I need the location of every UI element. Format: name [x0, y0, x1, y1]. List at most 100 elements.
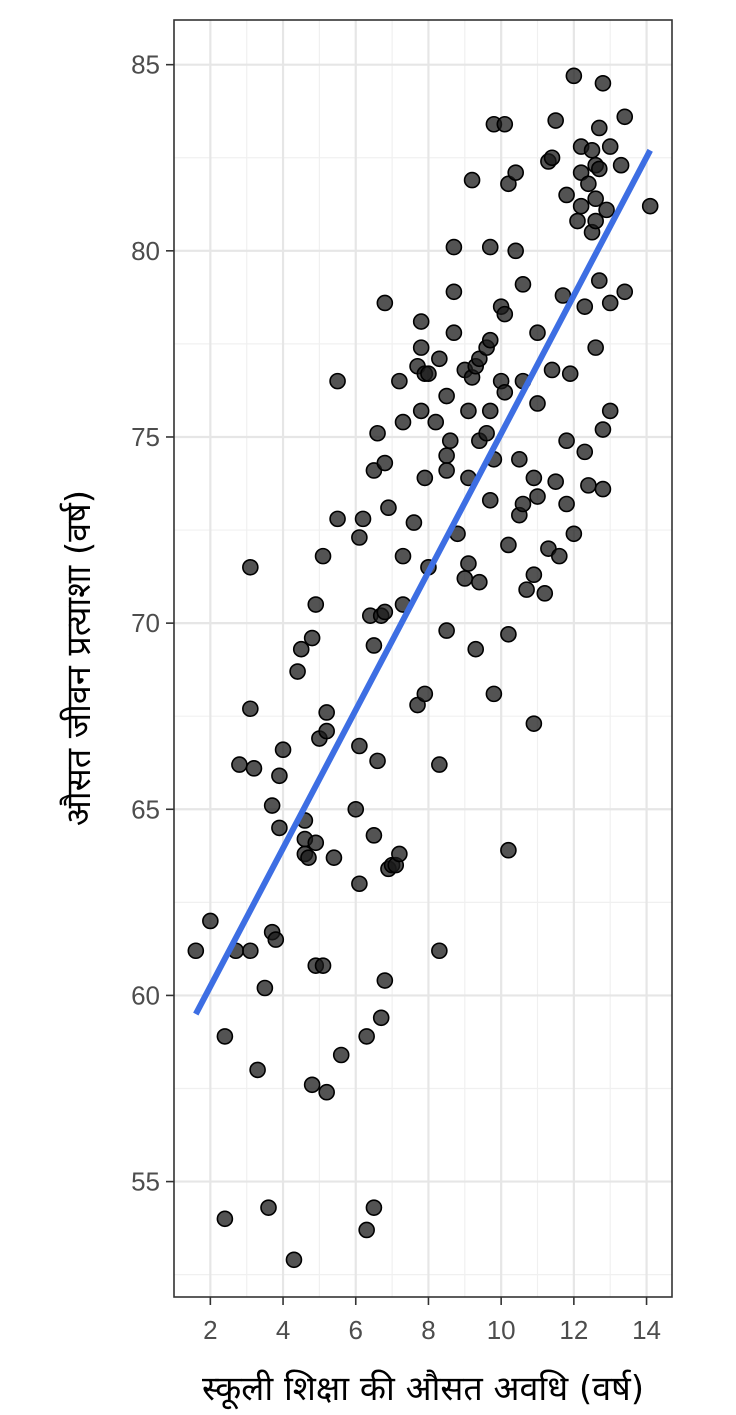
- data-point: [576, 443, 594, 461]
- data-point: [285, 1251, 303, 1269]
- y-tick-label: 55: [131, 1167, 160, 1197]
- data-point: [547, 473, 564, 490]
- data-point: [525, 715, 543, 732]
- data-point: [358, 1221, 375, 1239]
- data-point: [438, 447, 455, 464]
- data-point: [318, 1083, 335, 1101]
- data-point: [445, 283, 463, 301]
- data-point: [478, 424, 495, 442]
- data-point: [445, 238, 463, 256]
- data-point: [547, 112, 564, 129]
- data-point: [325, 849, 343, 866]
- data-point: [565, 67, 583, 85]
- data-point: [242, 558, 259, 576]
- data-point: [416, 685, 434, 703]
- data-point: [514, 495, 532, 513]
- data-point: [580, 175, 597, 193]
- y-tick-label: 65: [131, 794, 160, 824]
- data-point: [347, 800, 365, 818]
- data-point: [376, 972, 394, 989]
- data-point: [376, 294, 394, 312]
- data-point: [318, 722, 335, 740]
- data-point: [351, 875, 368, 893]
- data-point: [271, 819, 288, 837]
- data-point: [481, 402, 499, 420]
- data-point: [394, 547, 412, 565]
- data-point: [543, 149, 561, 167]
- data-point: [583, 142, 601, 159]
- data-point: [365, 827, 383, 844]
- data-point: [329, 510, 346, 528]
- data-point: [529, 395, 546, 412]
- y-axis-title: औसत जीवन प्रत्याशा (वर्ष): [59, 490, 99, 826]
- plot-background: [174, 20, 672, 1297]
- data-point: [376, 454, 394, 472]
- data-point: [558, 495, 575, 513]
- data-point: [300, 849, 317, 866]
- data-point: [576, 298, 594, 315]
- data-point: [481, 491, 499, 509]
- data-point: [369, 752, 386, 770]
- data-point: [307, 834, 325, 852]
- data-point: [391, 372, 408, 390]
- data-point: [314, 957, 332, 974]
- data-point: [518, 581, 535, 598]
- data-point: [441, 432, 459, 450]
- data-point: [354, 510, 372, 528]
- plot-border: [173, 19, 673, 1298]
- data-point: [438, 387, 455, 405]
- data-point: [427, 413, 445, 431]
- y-tick-label: 85: [131, 50, 160, 80]
- data-point: [412, 402, 430, 420]
- data-point: [460, 555, 477, 572]
- data-point: [292, 640, 310, 658]
- data-point: [438, 462, 455, 479]
- data-point: [438, 622, 455, 639]
- data-point: [289, 663, 306, 680]
- data-point: [456, 570, 474, 587]
- y-tick-label: 70: [131, 608, 160, 638]
- data-point: [412, 339, 430, 356]
- data-point: [245, 760, 263, 777]
- data-point: [587, 190, 604, 208]
- data-point: [249, 1061, 266, 1079]
- x-tick-label: 8: [421, 1315, 435, 1345]
- data-point: [351, 529, 368, 546]
- data-point: [616, 283, 634, 301]
- data-point: [260, 1199, 277, 1216]
- data-point: [496, 384, 514, 401]
- data-point: [496, 305, 514, 323]
- data-point: [569, 212, 586, 230]
- data-point: [267, 931, 285, 948]
- data-point: [332, 1046, 350, 1064]
- data-point: [612, 156, 630, 174]
- data-point: [274, 741, 292, 759]
- data-point: [565, 525, 583, 543]
- data-point: [485, 685, 503, 703]
- data-point: [242, 700, 259, 718]
- data-point: [231, 756, 248, 773]
- data-point: [460, 402, 477, 420]
- data-points: [187, 67, 659, 1269]
- data-point: [561, 365, 579, 382]
- data-point: [481, 238, 499, 256]
- data-point: [558, 186, 575, 204]
- y-tick-label: 60: [131, 980, 160, 1010]
- y-axis-ticks: 55 60 65 70 75 80 85: [131, 50, 174, 1197]
- data-point: [500, 626, 517, 643]
- data-point: [525, 566, 543, 584]
- data-point: [431, 350, 448, 368]
- data-point: [580, 477, 597, 494]
- data-point: [314, 547, 332, 565]
- data-point: [416, 469, 434, 487]
- data-point: [601, 294, 619, 312]
- data-point: [216, 1210, 234, 1228]
- data-point: [318, 704, 335, 721]
- x-tick-label: 12: [559, 1315, 588, 1345]
- data-point: [500, 841, 517, 859]
- trend-line: [193, 148, 653, 1016]
- x-tick-label: 14: [632, 1315, 661, 1345]
- data-point: [590, 160, 608, 178]
- data-point: [202, 912, 219, 930]
